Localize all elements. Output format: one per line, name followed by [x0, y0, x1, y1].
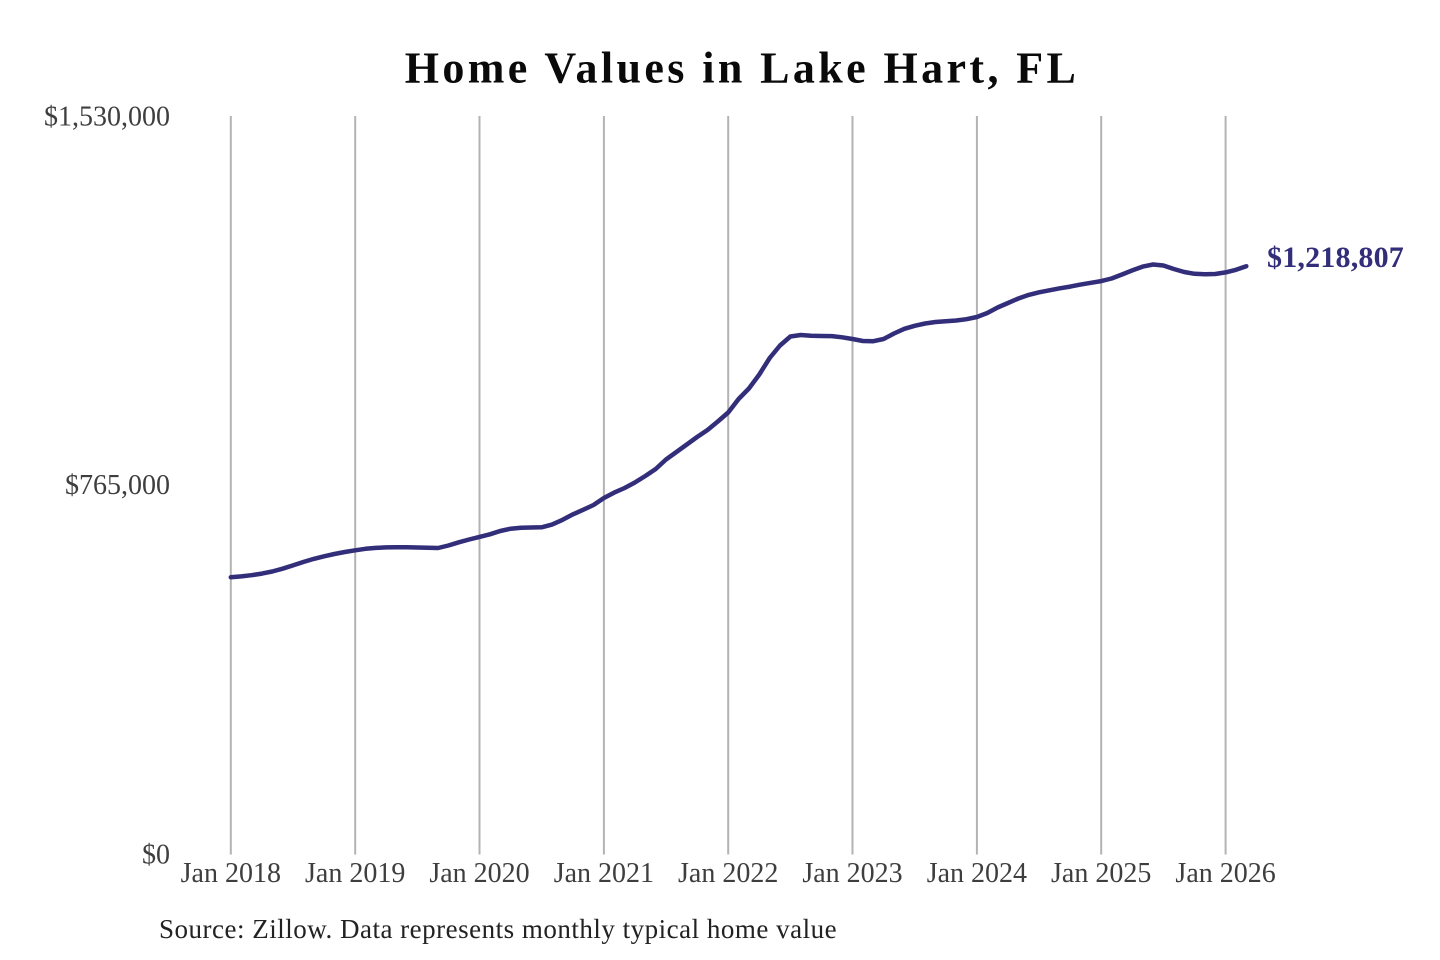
- svg-text:$1,218,807: $1,218,807: [1267, 241, 1404, 274]
- svg-text:Jan 2018: Jan 2018: [181, 858, 281, 889]
- svg-text:$765,000: $765,000: [65, 470, 170, 501]
- svg-text:Home Values in Lake Hart, FL: Home Values in Lake Hart, FL: [405, 44, 1080, 93]
- svg-text:Jan 2023: Jan 2023: [802, 858, 902, 889]
- svg-text:Jan 2020: Jan 2020: [429, 858, 529, 889]
- svg-text:Jan 2024: Jan 2024: [927, 858, 1027, 889]
- svg-text:Jan 2019: Jan 2019: [305, 858, 405, 889]
- svg-text:Jan 2025: Jan 2025: [1051, 858, 1151, 889]
- svg-text:Source: Zillow. Data represent: Source: Zillow. Data represents monthly …: [159, 914, 837, 944]
- svg-text:Jan 2021: Jan 2021: [554, 858, 654, 889]
- svg-text:Jan 2026: Jan 2026: [1175, 858, 1275, 889]
- svg-text:Jan 2022: Jan 2022: [678, 858, 778, 889]
- svg-text:$1,530,000: $1,530,000: [44, 102, 170, 133]
- svg-text:$0: $0: [142, 839, 170, 870]
